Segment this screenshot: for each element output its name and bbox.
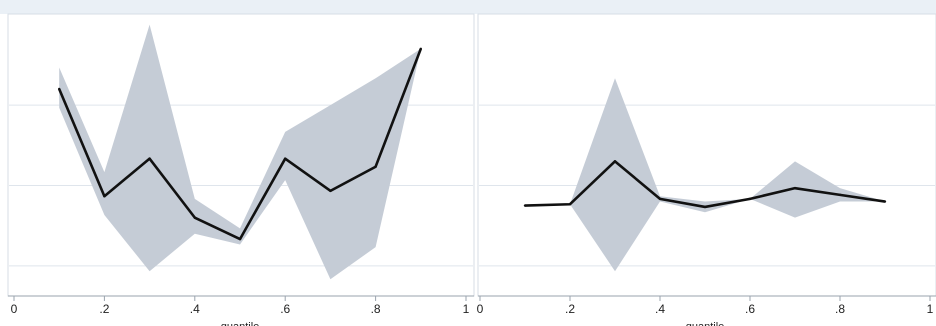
x-tick-label-2-5: .8: [835, 302, 845, 316]
data-point-2-2: [569, 203, 571, 205]
panel-1: 0 .2 .4 .6 .8 1 quantile: [8, 14, 474, 326]
data-point-1-9: [420, 48, 422, 50]
data-point-2-4: [659, 198, 661, 200]
x-tick-label-2-2: .2: [565, 302, 575, 316]
x-tick-label-1-1: 0: [11, 302, 18, 316]
panel-2: 0 .2 .4 .6 .8 1 quantile: [477, 14, 936, 326]
data-point-2-7: [794, 187, 796, 189]
data-point-2-5: [704, 206, 706, 208]
top-strip: [0, 0, 936, 14]
data-point-1-3: [148, 157, 150, 159]
x-axis-title-1: quantile: [221, 321, 260, 326]
data-point-2-9: [884, 200, 886, 202]
data-point-1-6: [284, 157, 286, 159]
x-tick-label-1-3: .4: [190, 302, 200, 316]
data-point-2-1: [524, 204, 526, 206]
data-point-1-8: [374, 166, 376, 168]
x-tick-label-2-3: .4: [655, 302, 665, 316]
plot-area-2: [478, 14, 936, 296]
x-axis-title-2: quantile: [686, 321, 725, 326]
data-point-1-2: [103, 195, 105, 197]
data-point-1-4: [194, 216, 196, 218]
plot-area-1: [8, 14, 474, 296]
data-point-1-7: [329, 190, 331, 192]
x-tick-label-1-4: .6: [280, 302, 290, 316]
x-tick-label-1-6: 1: [463, 302, 470, 316]
data-point-2-3: [614, 160, 616, 162]
data-point-2-8: [839, 194, 841, 196]
data-point-1-5: [239, 238, 241, 240]
x-tick-label-2-4: .6: [745, 302, 755, 316]
x-tick-label-1-5: .8: [371, 302, 381, 316]
x-tick-label-1-2: .2: [99, 302, 109, 316]
x-tick-label-2-6: 1: [927, 302, 934, 316]
data-point-2-6: [749, 198, 751, 200]
x-tick-label-2-1: 0: [477, 302, 484, 316]
data-point-1-1: [58, 88, 60, 90]
